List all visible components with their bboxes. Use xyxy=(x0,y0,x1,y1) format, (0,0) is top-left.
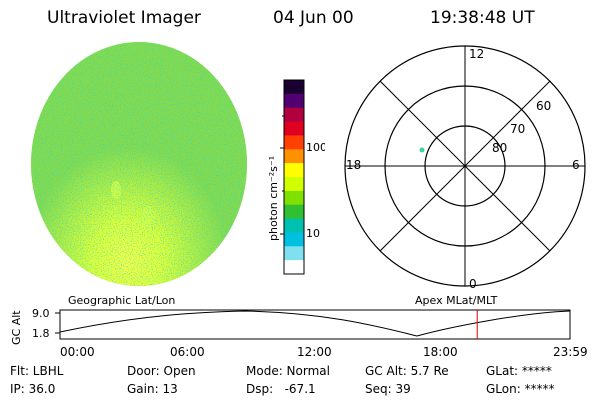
colorbar-cell xyxy=(284,107,304,123)
orbit-x-tick-2359: 23:59 xyxy=(553,345,588,359)
uv-image xyxy=(31,42,247,286)
orbit-y-tick-1-8: 1.8 xyxy=(32,327,50,340)
colorbar-cell xyxy=(284,260,304,275)
polar-lat-80: 80 xyxy=(492,141,507,155)
polar-label-12: 12 xyxy=(469,47,484,61)
dsp-info: Dsp: -67.1 xyxy=(246,382,316,396)
gain-info: Gain: 13 xyxy=(127,382,178,396)
polar-lat-70: 70 xyxy=(510,122,525,136)
time-label: 19:38:48 UT xyxy=(430,8,535,28)
colorbar-cell xyxy=(284,246,304,261)
colorbar-cell xyxy=(284,163,304,178)
colorbar-cell xyxy=(284,232,304,247)
data-point xyxy=(419,147,425,153)
apex-label: Apex MLat/MLT xyxy=(415,294,498,307)
glon-info: GLon: ***** xyxy=(486,382,555,396)
colorbar-cell xyxy=(284,149,304,164)
colorbar-cell xyxy=(284,190,304,206)
colorbar-cell xyxy=(284,93,304,109)
orbit-x-tick-0000: 00:00 xyxy=(60,345,95,359)
door-info: Door: Open xyxy=(127,364,196,378)
colorbar-cell xyxy=(284,135,304,150)
colorbar-tick-100: 100 xyxy=(306,141,325,154)
mode-info: Mode: Normal xyxy=(246,364,330,378)
app-title: Ultraviolet Imager xyxy=(47,8,201,28)
orbit-x-tick-1200: 12:00 xyxy=(297,345,332,359)
glat-info: GLat: ***** xyxy=(486,364,552,378)
orbit-axis-title: GC Alt xyxy=(10,310,23,345)
colorbar-axis-label: photon cm⁻²s⁻¹ xyxy=(267,156,280,241)
orbit-x-tick-1800: 18:00 xyxy=(423,345,458,359)
filter-info: Flt: LBHL xyxy=(10,364,64,378)
colorbar: 100 10 photon cm⁻²s⁻¹ xyxy=(267,79,325,275)
colorbar-cell xyxy=(284,204,304,220)
polar-label-0: 0 xyxy=(469,277,477,291)
gc-alt-info: GC Alt: 5.7 Re xyxy=(365,364,449,378)
geographic-label: Geographic Lat/Lon xyxy=(68,294,176,307)
polar-lat-60: 60 xyxy=(536,99,551,113)
colorbar-cell xyxy=(284,121,304,136)
orbit-x-tick-0600: 06:00 xyxy=(170,345,205,359)
colorbar-cell xyxy=(284,177,304,192)
orbit-y-tick-9: 9.0 xyxy=(32,307,50,320)
date-label: 04 Jun 00 xyxy=(273,8,354,28)
polar-grid: 12 18 6 0 60 70 80 xyxy=(344,45,586,291)
colorbar-cell xyxy=(284,218,304,233)
seq-info: Seq: 39 xyxy=(365,382,411,396)
colorbar-tick-10: 10 xyxy=(306,227,320,240)
polar-label-18: 18 xyxy=(346,158,361,172)
polar-label-6: 6 xyxy=(572,158,580,172)
orbit-plot: 9.0 1.8 GC Alt 00:00 06:00 12:00 18:00 2… xyxy=(10,307,588,359)
ip-info: IP: 36.0 xyxy=(10,382,56,396)
colorbar-cell xyxy=(284,80,304,95)
colorbar-scale xyxy=(284,80,304,275)
